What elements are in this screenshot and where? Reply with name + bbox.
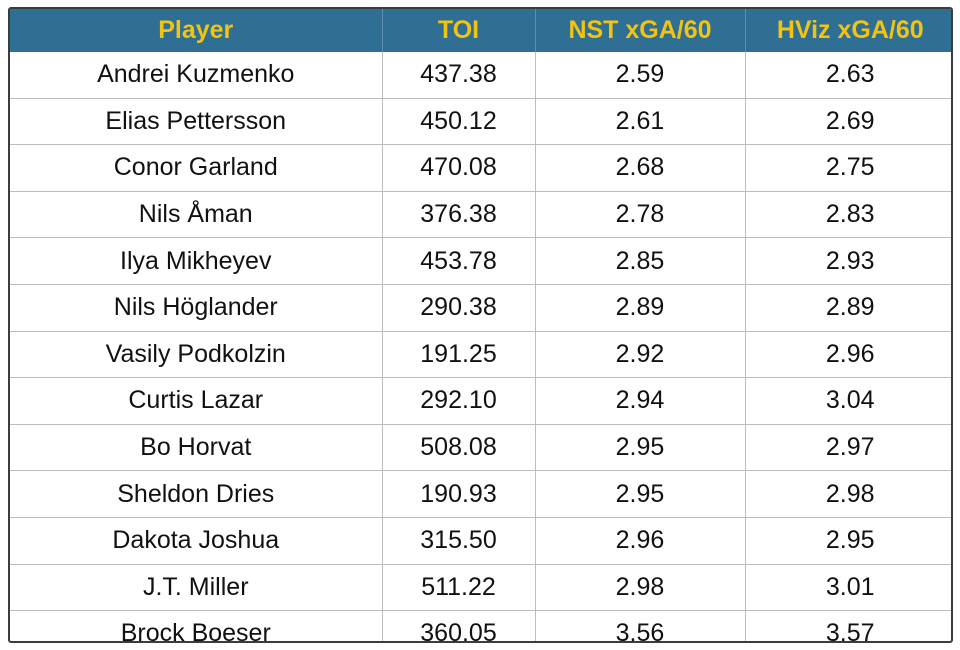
table-row: Elias Pettersson 450.12 2.61 2.69	[10, 98, 951, 146]
table-header: Player TOI NST xGA/60 HViz xGA/60	[10, 9, 951, 52]
player-name-cell: Vasily Podkolzin	[10, 331, 383, 379]
table-row: Andrei Kuzmenko 437.38 2.59 2.63	[10, 52, 951, 99]
header-row: Player TOI NST xGA/60 HViz xGA/60	[10, 9, 951, 52]
stats-table: Player TOI NST xGA/60 HViz xGA/60 Andrei…	[10, 9, 951, 643]
nst-xga60-cell: 2.92	[535, 331, 746, 379]
player-name-cell: Conor Garland	[10, 144, 383, 192]
nst-xga60-cell: 2.61	[535, 98, 746, 146]
nst-xga60-cell: 2.59	[535, 52, 746, 99]
table-row: Dakota Joshua 315.50 2.96 2.95	[10, 517, 951, 565]
nst-xga60-cell: 2.98	[535, 564, 746, 612]
column-header-player: Player	[10, 9, 383, 52]
player-name-cell: Elias Pettersson	[10, 98, 383, 146]
table-row: Brock Boeser 360.05 3.56 3.57	[10, 610, 951, 643]
column-header-toi: TOI	[382, 9, 536, 52]
stats-table-container: Player TOI NST xGA/60 HViz xGA/60 Andrei…	[8, 7, 953, 643]
toi-cell: 360.05	[382, 610, 536, 641]
table-row: Sheldon Dries 190.93 2.95 2.98	[10, 470, 951, 518]
hviz-xga60-cell: 2.97	[745, 424, 951, 472]
player-name-cell: Bo Horvat	[10, 424, 383, 472]
toi-cell: 508.08	[382, 424, 536, 472]
column-header-nst-xga60: NST xGA/60	[535, 9, 746, 52]
hviz-xga60-cell: 2.75	[745, 144, 951, 192]
nst-xga60-cell: 2.95	[535, 470, 746, 518]
hviz-xga60-cell: 3.04	[745, 377, 951, 425]
player-name-cell: Andrei Kuzmenko	[10, 52, 383, 99]
table-row: Vasily Podkolzin 191.25 2.92 2.96	[10, 331, 951, 379]
hviz-xga60-cell: 2.93	[745, 237, 951, 285]
hviz-xga60-cell: 2.95	[745, 517, 951, 565]
hviz-xga60-cell: 2.83	[745, 191, 951, 239]
hviz-xga60-cell: 2.69	[745, 98, 951, 146]
hviz-xga60-cell: 3.57	[825, 619, 875, 643]
toi-cell: 511.22	[382, 564, 536, 612]
toi-cell: 315.50	[382, 517, 536, 565]
column-header-hviz-xga60: HViz xGA/60	[745, 9, 951, 52]
nst-xga60-cell: 2.89	[535, 284, 746, 332]
toi-cell: 376.38	[382, 191, 536, 239]
hviz-xga60-cell: 3.01	[745, 564, 951, 612]
player-name-cell: Nils Höglander	[10, 284, 383, 332]
toi-cell: 470.08	[382, 144, 536, 192]
player-name-cell: Ilya Mikheyev	[10, 237, 383, 285]
toi-cell: 290.38	[382, 284, 536, 332]
toi-cell: 450.12	[382, 98, 536, 146]
toi-cell: 453.78	[382, 237, 536, 285]
hviz-xga60-cell: 2.96	[745, 331, 951, 379]
table-row: Curtis Lazar 292.10 2.94 3.04	[10, 377, 951, 425]
table-row: Conor Garland 470.08 2.68 2.75	[10, 144, 951, 192]
nst-xga60-cell: 2.96	[535, 517, 746, 565]
player-name-cell: Nils Åman	[10, 191, 383, 239]
hviz-xga60-cell: 2.98	[745, 470, 951, 518]
nst-xga60-cell: 2.85	[535, 237, 746, 285]
player-name-cell: Brock Boeser	[10, 610, 383, 641]
table-row: Nils Åman 376.38 2.78 2.83	[10, 191, 951, 239]
player-name-cell: Curtis Lazar	[10, 377, 383, 425]
hviz-xga60-cell: 2.89	[745, 284, 951, 332]
nst-xga60-cell: 3.56	[535, 610, 746, 641]
player-name-cell: Sheldon Dries	[10, 470, 383, 518]
toi-cell: 191.25	[382, 331, 536, 379]
player-name-cell: Dakota Joshua	[10, 517, 383, 565]
nst-xga60-cell: 2.78	[535, 191, 746, 239]
player-name-cell: J.T. Miller	[10, 564, 383, 612]
toi-cell: 437.38	[382, 52, 536, 99]
toi-cell: 190.93	[382, 470, 536, 518]
table-row: J.T. Miller 511.22 2.98 3.01	[10, 564, 951, 612]
nst-xga60-cell: 2.68	[535, 144, 746, 192]
table-row: Nils Höglander 290.38 2.89 2.89	[10, 284, 951, 332]
hviz-xga60-cell: 2.63	[745, 52, 951, 99]
nst-xga60-cell: 2.94	[535, 377, 746, 425]
table-row: Ilya Mikheyev 453.78 2.85 2.93	[10, 237, 951, 285]
toi-cell: 292.10	[382, 377, 536, 425]
nst-xga60-cell: 2.95	[535, 424, 746, 472]
table-body: Andrei Kuzmenko 437.38 2.59 2.63 Elias Pette…	[10, 52, 951, 643]
table-row: Bo Horvat 508.08 2.95 2.97	[10, 424, 951, 472]
